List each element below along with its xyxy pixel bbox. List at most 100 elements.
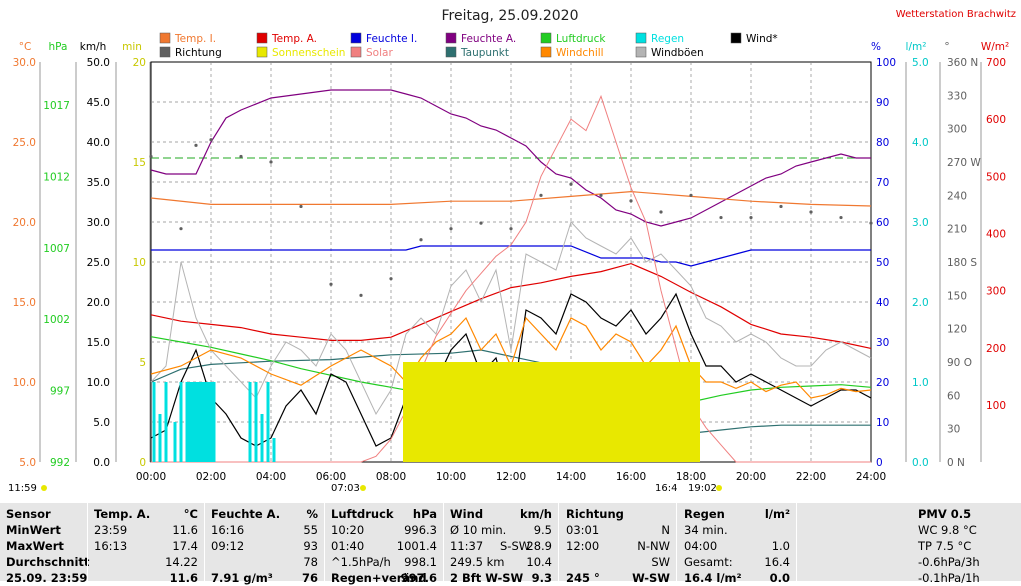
x-tick-label: 04:00 (256, 471, 286, 483)
axis-tick-label: 20.0 (13, 217, 36, 229)
legend-label: Temp. A. (271, 33, 317, 45)
sunshine-bar (403, 362, 700, 462)
luftdruck-value: 996.3 (404, 523, 437, 537)
feuchte-value: 78 (303, 555, 318, 569)
rain-bar (272, 438, 276, 462)
regen-value: 1.0 (771, 539, 790, 553)
regen-value: 0.0 (769, 571, 790, 585)
direction-point (479, 221, 483, 225)
axis-tick-label: 1.0 (912, 377, 929, 389)
direction-point (149, 154, 153, 159)
axis-tick-label: 992 (50, 457, 70, 469)
axis-tick-label: 360 N (947, 57, 978, 69)
axis-tick-label: 30 (876, 337, 889, 349)
axis-tick-label: 120 (947, 324, 967, 336)
legend-swatch (256, 32, 268, 44)
regen-unit: l/m² (764, 507, 790, 521)
temp-value: 17.4 (172, 539, 198, 553)
legend-label: Wind* (746, 33, 778, 45)
luftdruck-unit: hPa (412, 507, 437, 521)
richtung-time: 245 ° (566, 571, 600, 585)
legend-swatch (730, 32, 742, 44)
divider (324, 503, 325, 581)
chart-title: Freitag, 25.09.2020 (442, 8, 579, 24)
direction-point (779, 204, 783, 209)
axis-tick-label: 400 (986, 229, 1006, 241)
regen-value: 16.4 (764, 555, 790, 569)
legend-swatch (159, 32, 171, 44)
rain-bar (254, 382, 258, 462)
axes: °C hPa km/h min% l/m² ° W/m² 30.0 25.0 20.0 15.0 10… (13, 41, 1010, 469)
wind-value: 28.9 (526, 539, 552, 553)
legend-label: Feuchte A. (461, 33, 516, 45)
sunset-label: 19:02 (688, 483, 717, 494)
axis-tick-label: 15.0 (87, 337, 110, 349)
axis-tick-label: 25.0 (13, 137, 36, 149)
axis-tick-label: 60 (876, 217, 889, 229)
axis-unit: hPa (49, 41, 68, 53)
axis-unit: W/m² (981, 41, 1009, 53)
luftdruck-time: 10:20 (331, 523, 365, 537)
axis-tick-label: 10 (876, 417, 889, 429)
direction-point (749, 215, 753, 220)
axis-tick-label: 100 (986, 400, 1006, 412)
legend-swatch (635, 46, 647, 58)
rain-bar (209, 382, 213, 462)
axis-tick-label: 100 (876, 57, 896, 69)
axis-unit: l/m² (906, 41, 927, 53)
rain-bar (248, 382, 252, 462)
axis-tick-label: 35.0 (87, 177, 110, 189)
richtung-time: 12:00 (566, 539, 600, 553)
direction-point (689, 193, 693, 197)
x-tick-label: 06:00 (316, 471, 346, 483)
rain-bar (179, 382, 183, 462)
legend-swatch (445, 46, 457, 58)
x-tick-label: 18:00 (676, 471, 706, 483)
feuchte-head: Feuchte A. (211, 507, 281, 521)
sunrise-icon (360, 485, 366, 491)
direction-point (569, 182, 573, 186)
wind-head: Wind (450, 507, 484, 521)
axis-tick-label: 200 (986, 343, 1006, 355)
axis-unit: min (122, 41, 142, 53)
axis-tick-label: 60 (947, 390, 960, 402)
direction-point (179, 227, 183, 231)
axis-tick-label: 1002 (43, 314, 70, 326)
axis-tick-label: 4.0 (912, 137, 929, 149)
wind-dir: S-SW (500, 539, 531, 553)
divider (87, 503, 88, 581)
legend-swatch (350, 46, 362, 58)
axis-tick-label: 5.0 (93, 417, 110, 429)
x-tick-label: 14:00 (556, 471, 586, 483)
divider (676, 503, 677, 581)
feuchte-unit: % (306, 507, 318, 521)
axis-unit: km/h (80, 41, 107, 53)
axis-tick-label: 20 (876, 377, 889, 389)
rain-bar (164, 382, 168, 462)
sunset-icon (716, 485, 722, 491)
wind-label: 2 Bft W-SW (450, 571, 524, 585)
feuchte-time: 16:16 (211, 523, 245, 537)
axis-tick-label: 0.0 (93, 457, 110, 469)
direction-point (809, 210, 813, 214)
axis-tick-label: 50 (876, 257, 889, 269)
x-tick-label: 20:00 (736, 471, 766, 483)
axis-tick-label: 330 (947, 90, 967, 102)
rain-bar (260, 414, 264, 462)
axis-tick-label: 1012 (43, 171, 70, 183)
axis-tick-label: 300 (986, 286, 1006, 298)
left-time-label: 11:59 (8, 483, 37, 494)
rain-bar (173, 422, 177, 462)
divider (558, 503, 559, 581)
axis-tick-label: 30.0 (13, 57, 36, 69)
axis-tick-label: 25.0 (87, 257, 110, 269)
wind-label: 11:37 (450, 539, 484, 553)
direction-point (194, 143, 198, 147)
wind-value: 9.3 (531, 571, 552, 585)
rain-bar (185, 382, 189, 462)
sensor-row: MinWert (6, 523, 61, 537)
temp-value: 11.6 (169, 571, 198, 585)
wind-label: Ø 10 min. (450, 523, 507, 537)
rain-bar (206, 382, 210, 462)
legend-swatch (445, 32, 457, 44)
